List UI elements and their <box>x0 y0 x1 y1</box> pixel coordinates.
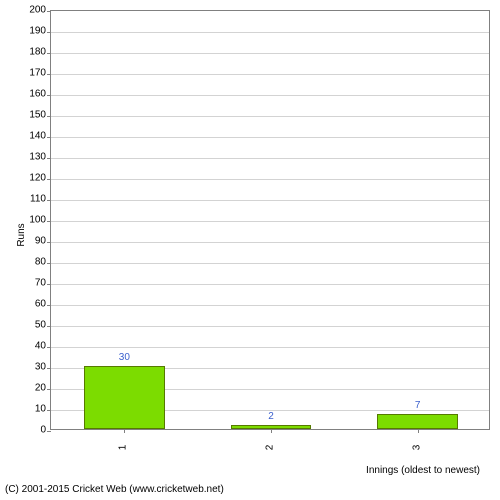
y-tick-label: 30 <box>16 362 46 373</box>
gridline <box>51 179 489 180</box>
x-tick <box>418 429 419 433</box>
y-tick <box>47 368 51 369</box>
x-tick-label: 3 <box>411 445 422 451</box>
y-tick-label: 120 <box>16 173 46 184</box>
bar-value-label: 7 <box>415 400 421 411</box>
runs-chart: 3027 Runs Innings (oldest to newest) 010… <box>50 10 490 460</box>
y-tick-label: 200 <box>16 5 46 16</box>
bar <box>84 366 165 429</box>
y-tick-label: 80 <box>16 257 46 268</box>
y-tick <box>47 284 51 285</box>
bar-value-label: 2 <box>268 411 274 422</box>
x-tick-label: 2 <box>265 445 276 451</box>
x-axis-label: Innings (oldest to newest) <box>366 465 480 476</box>
gridline <box>51 74 489 75</box>
y-tick-label: 130 <box>16 152 46 163</box>
y-tick <box>47 221 51 222</box>
y-tick <box>47 347 51 348</box>
y-tick-label: 0 <box>16 425 46 436</box>
gridline <box>51 221 489 222</box>
y-tick-label: 90 <box>16 236 46 247</box>
y-tick-label: 180 <box>16 47 46 58</box>
bar <box>377 414 458 429</box>
y-tick <box>47 158 51 159</box>
y-tick <box>47 32 51 33</box>
y-tick <box>47 242 51 243</box>
y-tick-label: 50 <box>16 320 46 331</box>
y-tick <box>47 95 51 96</box>
y-tick-label: 100 <box>16 215 46 226</box>
gridline <box>51 347 489 348</box>
bar-value-label: 30 <box>119 352 130 363</box>
y-tick <box>47 410 51 411</box>
gridline <box>51 95 489 96</box>
gridline <box>51 242 489 243</box>
y-tick-label: 190 <box>16 26 46 37</box>
x-tick <box>124 429 125 433</box>
y-tick-label: 20 <box>16 383 46 394</box>
gridline <box>51 53 489 54</box>
y-tick-label: 10 <box>16 404 46 415</box>
y-tick <box>47 431 51 432</box>
gridline <box>51 158 489 159</box>
y-tick <box>47 263 51 264</box>
y-tick-label: 150 <box>16 110 46 121</box>
y-tick <box>47 305 51 306</box>
gridline <box>51 326 489 327</box>
y-tick <box>47 11 51 12</box>
y-tick-label: 60 <box>16 299 46 310</box>
gridline <box>51 305 489 306</box>
gridline <box>51 284 489 285</box>
y-tick <box>47 200 51 201</box>
y-tick <box>47 74 51 75</box>
gridline <box>51 263 489 264</box>
y-tick <box>47 326 51 327</box>
gridline <box>51 137 489 138</box>
y-tick-label: 170 <box>16 68 46 79</box>
gridline <box>51 32 489 33</box>
y-tick <box>47 179 51 180</box>
x-tick-label: 1 <box>118 445 129 451</box>
y-tick-label: 110 <box>16 194 46 205</box>
y-tick <box>47 137 51 138</box>
x-tick <box>271 429 272 433</box>
y-tick <box>47 116 51 117</box>
y-tick-label: 160 <box>16 89 46 100</box>
y-tick-label: 40 <box>16 341 46 352</box>
y-tick <box>47 389 51 390</box>
gridline <box>51 116 489 117</box>
y-tick <box>47 53 51 54</box>
gridline <box>51 200 489 201</box>
y-tick-label: 70 <box>16 278 46 289</box>
y-tick-label: 140 <box>16 131 46 142</box>
copyright-text: (C) 2001-2015 Cricket Web (www.cricketwe… <box>5 484 224 495</box>
plot-area: 30 2 7 <box>50 10 490 430</box>
